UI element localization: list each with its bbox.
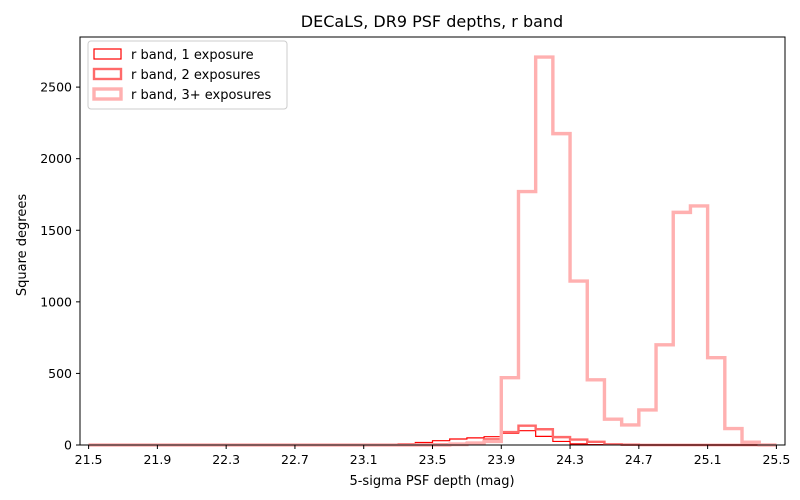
y-tick-label: 2000 — [40, 151, 72, 166]
x-tick-label: 23.1 — [350, 452, 378, 467]
x-tick-label: 25.5 — [762, 452, 790, 467]
legend-swatch-1 — [93, 48, 122, 60]
x-tick-label: 24.3 — [556, 452, 584, 467]
legend-label-3: r band, 3+ exposures — [131, 88, 271, 103]
legend-label-1: r band, 1 exposure — [131, 48, 254, 63]
x-tick-label: 25.1 — [694, 452, 722, 467]
axes-frame — [79, 36, 786, 446]
y-tick-label: 1000 — [40, 294, 72, 309]
legend-swatch-3 — [92, 87, 123, 101]
x-tick-label: 21.5 — [75, 452, 103, 467]
x-tick-label: 22.7 — [281, 452, 309, 467]
y-tick-label: 2500 — [40, 80, 72, 95]
legend-box — [87, 40, 288, 110]
y-axis: 0 500 1000 1500 2000 2500 — [40, 80, 80, 453]
x-tick-label: 24.7 — [625, 452, 653, 467]
legend-label-2: r band, 2 exposures — [131, 68, 261, 83]
legend-swatch-2 — [92, 67, 123, 81]
y-tick-label: 1500 — [40, 223, 72, 238]
legend: r band, 1 exposure r band, 2 exposures r b… — [87, 40, 288, 110]
chart-title: DECaLS, DR9 PSF depths, r band — [301, 12, 563, 31]
x-axis: 21.5 21.9 22.3 22.7 23.1 23.5 23.9 24.3 24.7 25.1… — [75, 445, 790, 467]
y-tick-label: 0 — [64, 438, 72, 453]
x-tick-label: 23.5 — [419, 452, 447, 467]
x-tick-label: 21.9 — [143, 452, 171, 467]
x-tick-label: 23.9 — [487, 452, 515, 467]
y-tick-label: 500 — [48, 366, 72, 381]
x-tick-label: 22.3 — [212, 452, 240, 467]
x-axis-label: 5-sigma PSF depth (mag) — [349, 474, 514, 489]
y-axis-label: Square degrees — [15, 194, 30, 296]
